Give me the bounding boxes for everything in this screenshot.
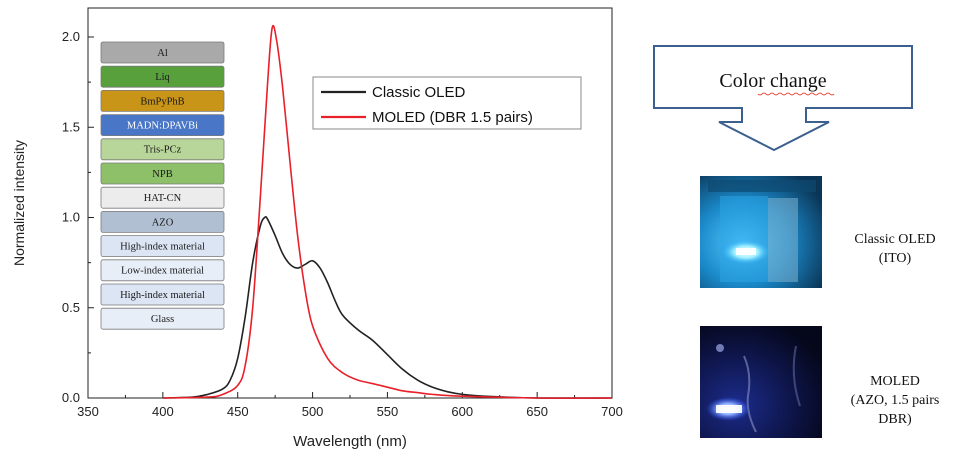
layer-stack: Al Liq BmPyPhB MADN:DPAVBi Tris-PCz NPB HAT-CN…	[100, 41, 225, 330]
layer-label: Liq	[155, 72, 170, 83]
callout-arrow-shape	[653, 45, 913, 152]
layer-2	[100, 90, 225, 112]
x-tick-label: 600	[451, 404, 473, 419]
layer-label: Tris-PCz	[144, 145, 182, 156]
color-change-callout: Color change	[653, 45, 913, 152]
layer-6	[100, 186, 225, 209]
x-tick-label: 550	[377, 404, 399, 419]
caption-line: DBR)	[878, 412, 912, 427]
classic-oled-caption: Classic OLED (ITO)	[836, 230, 954, 268]
legend-label-moled: MOLED (DBR 1.5 pairs)	[372, 109, 533, 126]
layer-8	[100, 235, 225, 258]
layer-10	[100, 283, 225, 306]
moled-image	[700, 326, 822, 438]
layer-label: BmPyPhB	[140, 96, 184, 107]
spellcheck-underline	[757, 92, 835, 96]
y-tick-label: 1.0	[62, 210, 80, 225]
x-tick-label: 650	[526, 404, 548, 419]
moled-caption: MOLED (AZO, 1.5 pairs DBR)	[836, 372, 954, 429]
classic-oled-image	[700, 176, 822, 288]
callout-label: Color change	[719, 70, 826, 92]
legend: Classic OLED MOLED (DBR 1.5 pairs)	[312, 76, 582, 130]
y-tick-label: 0.0	[62, 390, 80, 405]
x-tick-label: 700	[601, 404, 623, 419]
layer-4	[100, 138, 225, 161]
layer-label: Al	[157, 48, 168, 59]
layer-label: High-index material	[120, 242, 205, 253]
x-tick-label: 450	[227, 404, 249, 419]
x-axis-label: Wavelength (nm)	[293, 433, 407, 450]
layer-label: NPB	[152, 169, 172, 180]
axis-ticks: 350 400 450 500 550 600 650 700 0.0 0.5 1.0 1.5 2.0	[62, 29, 623, 419]
series-line-0	[162, 215, 613, 399]
layer-9	[100, 259, 225, 282]
layer-11	[100, 307, 225, 330]
caption-line: (ITO)	[878, 251, 912, 266]
layer-7	[100, 210, 225, 233]
layer-label: AZO	[152, 217, 174, 228]
layer-5	[100, 162, 225, 185]
y-axis-label: Normalized intensity	[11, 140, 27, 266]
classic-oled-photo	[700, 176, 822, 288]
caption-line: Classic OLED	[854, 232, 936, 247]
moled-photo	[700, 326, 822, 438]
caption-line: (AZO, 1.5 pairs	[850, 393, 940, 408]
y-tick-label: 1.5	[62, 119, 80, 134]
legend-box	[312, 76, 582, 130]
layer-label: HAT-CN	[144, 193, 182, 204]
layer-label: High-index material	[120, 290, 205, 301]
layer-label: MADN:DPAVBi	[127, 121, 198, 132]
series-line-1	[162, 24, 613, 399]
layer-label: Glass	[151, 314, 174, 325]
layer-3	[100, 114, 225, 136]
series-lines	[162, 24, 613, 399]
x-tick-label: 350	[77, 404, 99, 419]
x-tick-label: 500	[302, 404, 324, 419]
y-tick-label: 0.5	[62, 300, 80, 315]
layer-0	[100, 41, 225, 64]
layer-1	[100, 65, 225, 88]
caption-line: MOLED	[870, 374, 920, 389]
legend-label-classic: Classic OLED	[372, 84, 466, 101]
y-tick-label: 2.0	[62, 29, 80, 44]
layer-label: Low-index material	[121, 266, 204, 277]
x-tick-label: 400	[152, 404, 174, 419]
